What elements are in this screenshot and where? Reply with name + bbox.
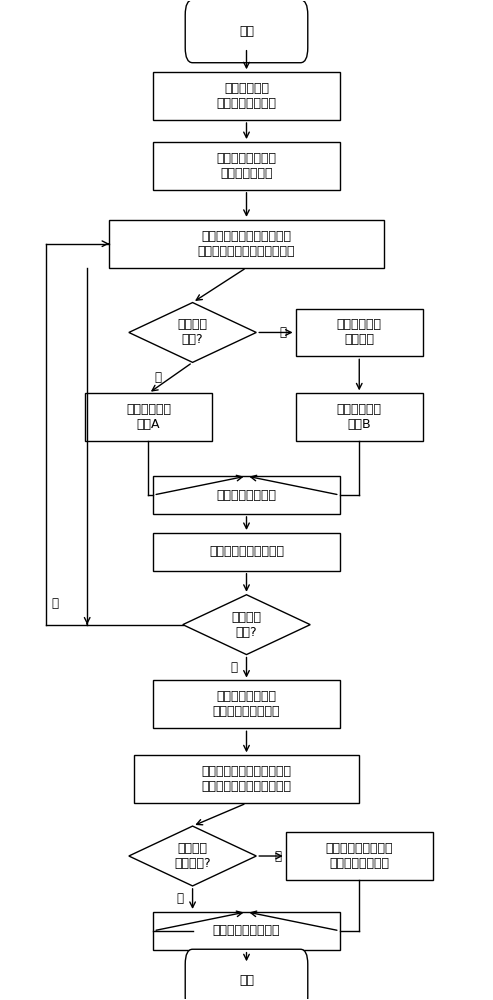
FancyBboxPatch shape — [185, 0, 308, 63]
Text: 发布开始充电时间信息: 发布开始充电时间信息 — [209, 545, 284, 558]
Text: 用户选取充电
时间范围: 用户选取充电 时间范围 — [337, 318, 382, 346]
Text: 否: 否 — [52, 597, 59, 610]
Text: 是否忽略
偏差电量?: 是否忽略 偏差电量? — [174, 842, 211, 870]
Text: 电动汽车充电负荷
叠加至基础负荷曲线: 电动汽车充电负荷 叠加至基础负荷曲线 — [213, 690, 280, 718]
Text: 上传电池荷电状态
及车辆基本信息: 上传电池荷电状态 及车辆基本信息 — [216, 152, 277, 180]
Text: 计算充电开始时间: 计算充电开始时间 — [216, 489, 277, 502]
Text: 获取用户空间位置信息、交
通状况及更新电池荷电状态: 获取用户空间位置信息、交 通状况及更新电池荷电状态 — [202, 765, 291, 793]
Polygon shape — [129, 303, 256, 362]
FancyBboxPatch shape — [85, 393, 212, 441]
Text: 用户是否
确认?: 用户是否 确认? — [232, 611, 261, 639]
Text: 结束: 结束 — [239, 974, 254, 987]
Polygon shape — [183, 595, 310, 655]
FancyBboxPatch shape — [295, 393, 423, 441]
FancyBboxPatch shape — [109, 220, 384, 268]
FancyBboxPatch shape — [286, 832, 433, 880]
FancyBboxPatch shape — [153, 476, 340, 514]
Text: 是否立即
充电?: 是否立即 充电? — [177, 318, 208, 346]
Text: 是: 是 — [155, 371, 162, 384]
FancyBboxPatch shape — [153, 533, 340, 571]
FancyBboxPatch shape — [153, 680, 340, 728]
FancyBboxPatch shape — [295, 309, 423, 356]
FancyBboxPatch shape — [153, 142, 340, 190]
Text: 开始: 开始 — [239, 25, 254, 38]
Text: 否: 否 — [280, 326, 287, 339]
Text: 是: 是 — [231, 661, 238, 674]
FancyBboxPatch shape — [185, 949, 308, 1000]
Text: 否: 否 — [275, 850, 282, 863]
Text: 修正充电负荷并补偿
产生的费用及损失: 修正充电负荷并补偿 产生的费用及损失 — [325, 842, 393, 870]
Polygon shape — [129, 826, 256, 886]
Text: 获取区域内基础负荷信息、
充电站状况、及充电电价信息: 获取区域内基础负荷信息、 充电站状况、及充电电价信息 — [198, 230, 295, 258]
FancyBboxPatch shape — [153, 912, 340, 950]
FancyBboxPatch shape — [153, 72, 340, 120]
FancyBboxPatch shape — [134, 755, 359, 803]
Text: 具有充电需求
电动汽车接入系统: 具有充电需求 电动汽车接入系统 — [216, 82, 277, 110]
Text: 进入电动汽车
集群B: 进入电动汽车 集群B — [337, 403, 382, 431]
Text: 计算车辆充电站选择: 计算车辆充电站选择 — [213, 924, 280, 937]
Text: 进入电动汽车
集群A: 进入电动汽车 集群A — [126, 403, 171, 431]
Text: 是: 是 — [177, 892, 184, 905]
